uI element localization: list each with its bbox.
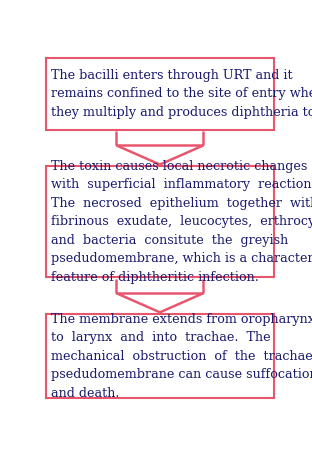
Bar — [46, 58, 274, 129]
Text: The bacilli enters through URT and it
remains confined to the site of entry wher: The bacilli enters through URT and it re… — [51, 69, 312, 119]
Text: The membrane extends from oropharynx
to  larynx  and  into  trachae.  The
mechan: The membrane extends from oropharynx to … — [51, 313, 312, 400]
Text: The toxin causes local necrotic changes along
with  superficial  inflammatory  r: The toxin causes local necrotic changes … — [51, 160, 312, 284]
Bar — [46, 166, 274, 277]
Bar — [46, 314, 274, 398]
